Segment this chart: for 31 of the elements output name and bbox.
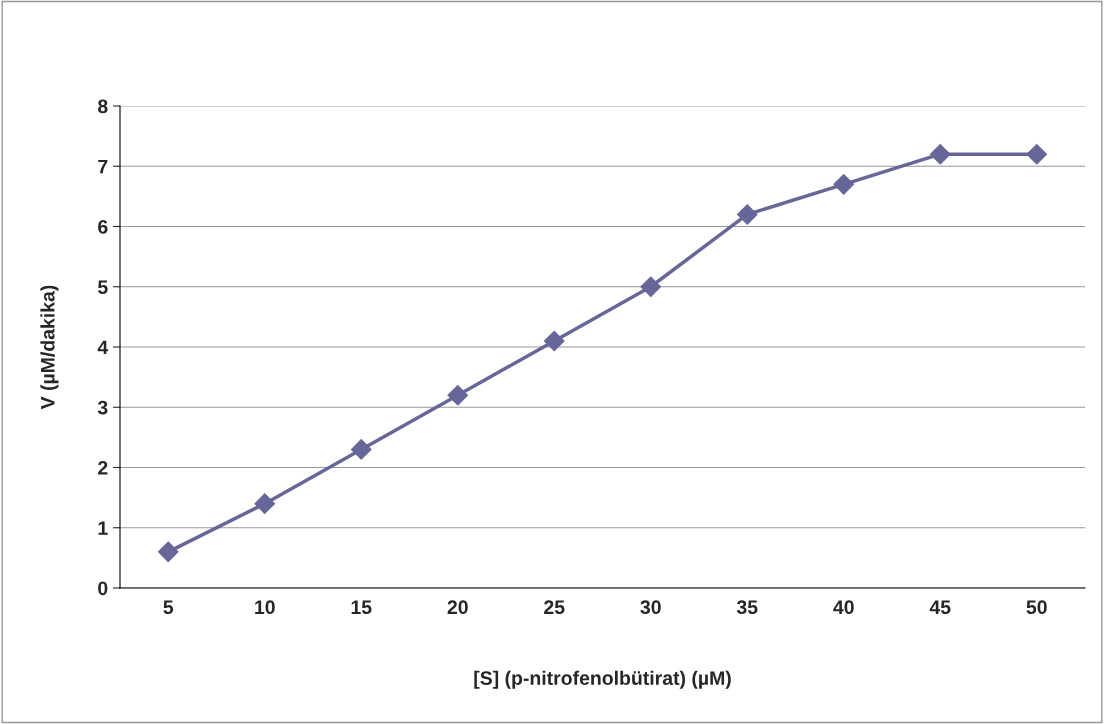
y-tick-label: 3: [97, 400, 108, 415]
point: [640, 276, 662, 298]
point: [447, 384, 469, 406]
point: [350, 439, 372, 460]
point: [254, 493, 276, 514]
y-tick-label: 4: [97, 340, 109, 355]
y-tick-label: 1: [98, 521, 108, 535]
point: [157, 541, 179, 563]
y-tick-label: 6: [98, 219, 108, 234]
point: [1026, 143, 1048, 165]
x-tick-label: 50: [1026, 600, 1047, 615]
x-tick-label: 10: [255, 600, 275, 615]
y-tick-label: 2: [98, 460, 108, 475]
x-tick-label: 25: [544, 600, 565, 615]
x-tick-label: 40: [833, 600, 854, 615]
x-tick-label: 30: [640, 600, 661, 615]
point: [833, 173, 855, 195]
point: [929, 143, 951, 165]
x-tick-label: 20: [447, 600, 468, 615]
y-tick-label: 7: [98, 159, 108, 174]
x-tick-label: 35: [736, 600, 758, 615]
x-tick-label: 5: [163, 600, 174, 615]
y-tick-label: 8: [98, 99, 108, 114]
y-tick-label: 0: [98, 581, 108, 596]
point: [543, 330, 565, 352]
y-axis-title: V (µM/dakika): [40, 285, 59, 410]
x-tick-label: 45: [929, 600, 951, 615]
y-tick-label: 5: [97, 280, 108, 294]
x-tick-label: 15: [351, 600, 372, 615]
point: [736, 204, 758, 225]
x-axis-title: [S] (p-nitrofenolbütirat) (µM): [474, 670, 731, 689]
